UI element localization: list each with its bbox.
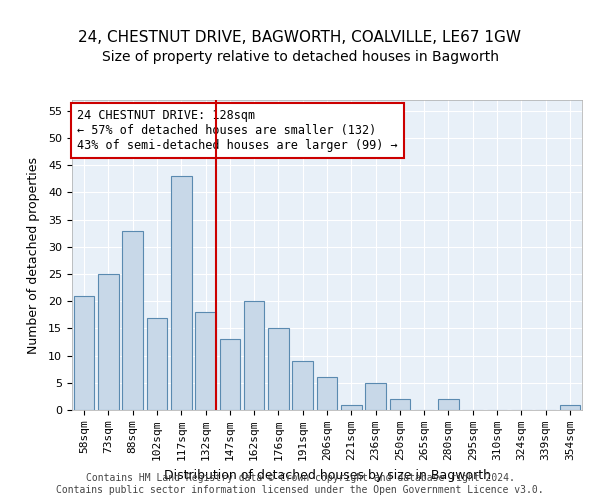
Bar bbox=[171, 176, 191, 410]
Bar bbox=[146, 318, 167, 410]
Bar bbox=[244, 301, 265, 410]
Bar bbox=[292, 361, 313, 410]
Bar bbox=[122, 230, 143, 410]
Bar bbox=[317, 378, 337, 410]
Bar bbox=[195, 312, 216, 410]
Bar bbox=[341, 404, 362, 410]
Bar bbox=[389, 399, 410, 410]
Bar bbox=[74, 296, 94, 410]
Bar bbox=[560, 404, 580, 410]
Bar bbox=[438, 399, 459, 410]
Text: Contains HM Land Registry data © Crown copyright and database right 2024.
Contai: Contains HM Land Registry data © Crown c… bbox=[56, 474, 544, 495]
Text: 24 CHESTNUT DRIVE: 128sqm
← 57% of detached houses are smaller (132)
43% of semi: 24 CHESTNUT DRIVE: 128sqm ← 57% of detac… bbox=[77, 110, 398, 152]
Text: 24, CHESTNUT DRIVE, BAGWORTH, COALVILLE, LE67 1GW: 24, CHESTNUT DRIVE, BAGWORTH, COALVILLE,… bbox=[79, 30, 521, 45]
Bar bbox=[220, 340, 240, 410]
Bar bbox=[365, 383, 386, 410]
Y-axis label: Number of detached properties: Number of detached properties bbox=[27, 156, 40, 354]
Text: Size of property relative to detached houses in Bagworth: Size of property relative to detached ho… bbox=[101, 50, 499, 64]
Bar bbox=[98, 274, 119, 410]
Bar bbox=[268, 328, 289, 410]
X-axis label: Distribution of detached houses by size in Bagworth: Distribution of detached houses by size … bbox=[163, 468, 491, 481]
